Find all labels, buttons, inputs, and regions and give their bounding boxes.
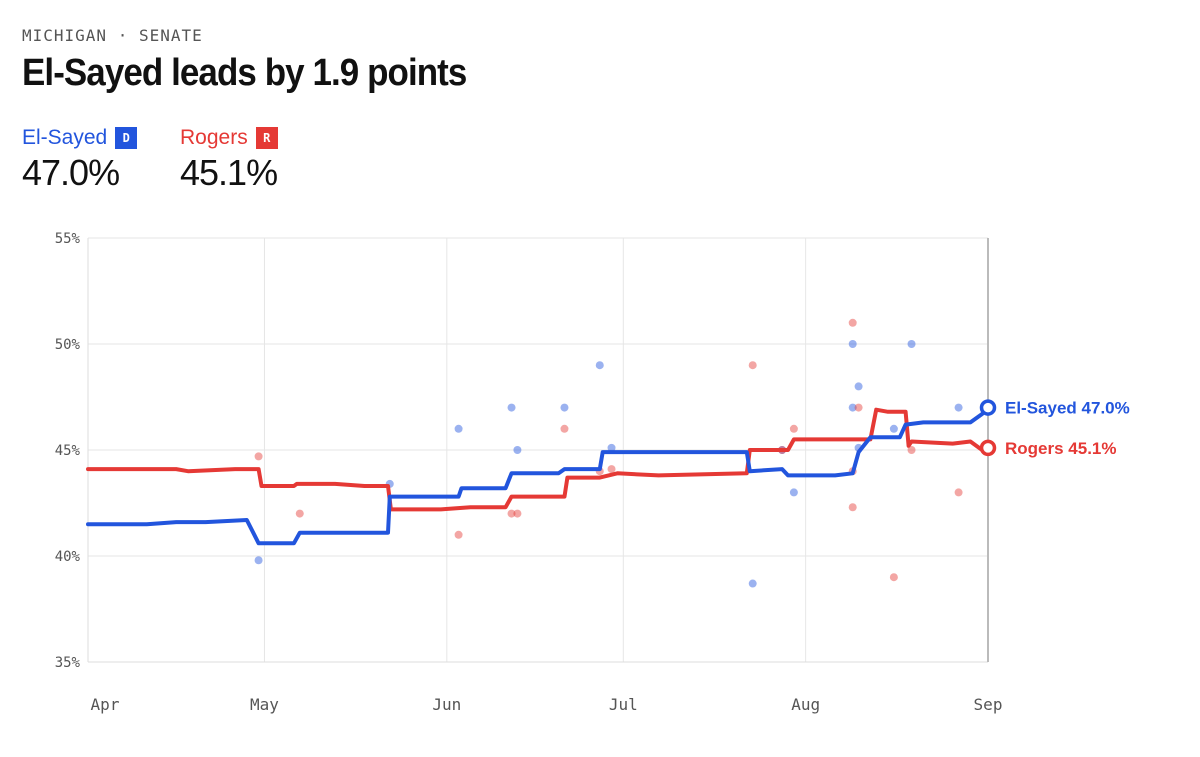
poll-point-el-sayed-3 [507,403,516,412]
x-tick-label-aug: Aug [791,695,820,714]
poll-point-rogers-13 [848,503,857,512]
poll-point-rogers-2 [454,530,463,539]
end-marker-rogers [979,439,997,457]
poll-point-rogers-0 [254,452,263,461]
polling-average-chart: 55% 50% 45% 40% 35% Apr May Jun Jul Aug Sep El-Saye… [55,231,1130,714]
candidate-pct-rogers: 45.1% [180,152,278,193]
trend-line-rogers [86,407,990,512]
poll-point-rogers-4 [513,509,522,518]
chart-kicker: MICHIGAN · SENATE [22,26,203,45]
poll-point-el-sayed-13 [854,382,863,391]
x-tick-label-jul: Jul [609,695,638,714]
poll-point-rogers-14 [854,403,863,412]
y-tick-label-35: 35% [55,655,81,671]
poll-point-rogers-5 [560,424,569,433]
poll-point-el-sayed-8 [748,579,757,588]
poll-point-rogers-11 [848,318,857,327]
poll-point-rogers-16 [907,446,916,454]
poll-point-el-sayed-10 [789,488,798,497]
poll-point-rogers-7 [607,465,616,474]
y-tick-label-40: 40% [55,549,81,565]
poll-point-rogers-15 [889,573,898,582]
poll-point-el-sayed-0 [254,556,263,565]
poll-point-rogers-8 [748,361,757,370]
x-tick-label-jun: Jun [432,695,461,714]
poll-point-el-sayed-16 [907,340,916,348]
x-tick-label-apr: Apr [91,695,120,714]
x-tick-label-may: May [250,695,279,714]
y-tick-label-45: 45% [55,443,81,459]
end-label-el-sayed: El-Sayed 47.0% [1005,399,1130,418]
poll-point-el-sayed-12 [848,403,857,412]
poll-point-rogers-1 [295,509,304,518]
x-tick-label-sep: Sep [974,695,1003,714]
chart-headline: El-Sayed leads by 1.9 points [22,52,467,94]
trend-line-el-sayed [86,405,990,546]
party-badge-d: D [115,127,138,149]
end-marker-el-sayed [979,399,997,416]
poll-point-el-sayed-11 [848,340,857,348]
poll-point-rogers-3 [507,509,516,518]
poll-point-el-sayed-15 [889,424,898,433]
candidate-rogers: Rogers R 45.1% [180,126,278,194]
candidate-name-el-sayed: El-Sayed [22,126,108,149]
poll-point-el-sayed-17 [954,403,963,412]
poll-point-el-sayed-2 [454,424,463,433]
candidate-pct-el-sayed: 47.0% [22,152,120,193]
end-label-rogers: Rogers 45.1% [1005,439,1117,458]
candidate-el-sayed: El-Sayed D 47.0% [22,126,138,194]
poll-point-el-sayed-6 [595,361,604,370]
poll-point-rogers-17 [954,488,963,497]
poll-point-el-sayed-5 [560,403,569,412]
party-badge-r: R [255,127,278,149]
poll-point-el-sayed-4 [513,446,522,454]
y-tick-label-50: 50% [55,337,81,353]
poll-point-el-sayed-7 [607,443,616,452]
poll-point-rogers-10 [789,424,798,433]
y-tick-label-55: 55% [55,231,81,247]
candidate-name-rogers: Rogers [180,126,248,149]
